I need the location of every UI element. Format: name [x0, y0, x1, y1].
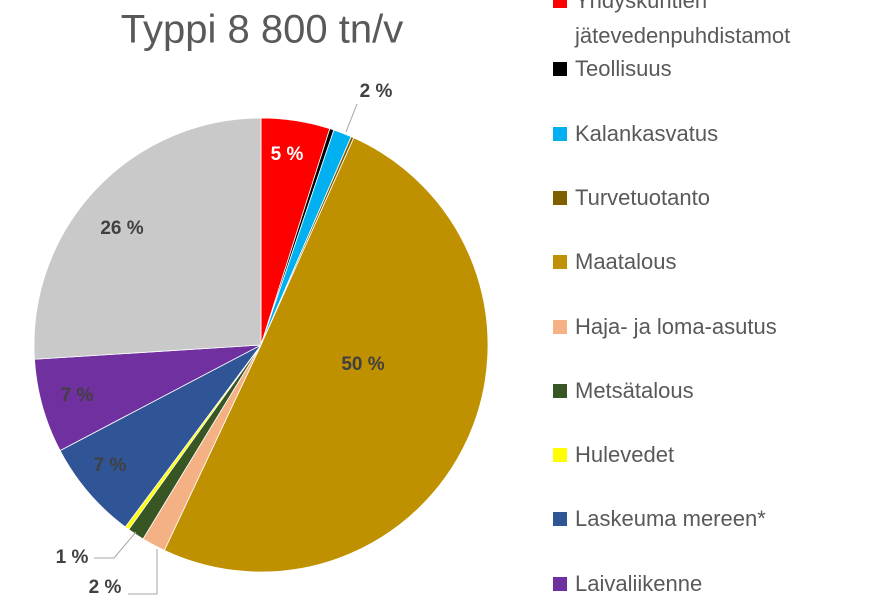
data-label: 7 %: [94, 455, 127, 476]
legend-swatch: [553, 576, 567, 591]
pie-slice: [59, 344, 262, 528]
legend-label: Haja- ja loma-asutus: [575, 313, 777, 339]
data-label: 50 %: [341, 354, 384, 375]
legend-item: Maatalous: [553, 244, 863, 279]
legend-item: Turvetuotanto: [553, 180, 863, 215]
legend-item: Laskeuma mereen*: [553, 501, 863, 536]
legend-item: Yhdyskuntien jätevedenpuhdistamot: [553, 0, 863, 53]
legend-swatch: [553, 319, 567, 334]
legend-item: Metsätalous: [553, 373, 863, 408]
legend-label: Yhdyskuntien jätevedenpuhdistamot: [575, 0, 791, 48]
legend-item: Hulevedet: [553, 437, 863, 472]
legend-swatch: [553, 62, 567, 77]
leader-line: [345, 103, 358, 133]
legend-label: Turvetuotanto: [575, 184, 710, 210]
data-label: 1 %: [56, 547, 89, 568]
legend-swatch: [553, 383, 567, 398]
legend-swatch: [553, 512, 567, 527]
legend-label: Teollisuus: [575, 56, 672, 82]
leader-line: [128, 549, 158, 595]
legend-item: Kalankasvatus: [553, 116, 863, 151]
data-label: 2 %: [89, 577, 122, 596]
legend-label: Laskeuma mereen*: [575, 506, 766, 532]
legend-label: Maatalous: [575, 249, 677, 275]
legend-label: Metsätalous: [575, 377, 694, 403]
pie-slice: [33, 117, 262, 360]
legend-label: Kalankasvatus: [575, 120, 719, 146]
legend-item: Teollisuus: [553, 51, 863, 86]
legend-item: Haja- ja loma-asutus: [553, 309, 863, 344]
data-label: 5 %: [271, 144, 304, 165]
leader-line: [94, 531, 137, 559]
chart-title: Typpi 8 800 tn/v: [121, 8, 403, 52]
legend-label: Hulevedet: [575, 442, 675, 468]
legend-swatch: [553, 448, 567, 463]
legend-item: Laivaliikenne: [553, 566, 863, 596]
legend-swatch: [553, 126, 567, 141]
legend-label: Laivaliikenne: [575, 570, 703, 596]
pie-slice: [163, 137, 489, 573]
data-label: 2 %: [360, 81, 393, 102]
legend-swatch: [553, 190, 567, 205]
data-label: 7 %: [61, 385, 94, 406]
legend-swatch: [553, 0, 567, 8]
data-label: 26 %: [100, 218, 143, 239]
legend-swatch: [553, 255, 567, 270]
